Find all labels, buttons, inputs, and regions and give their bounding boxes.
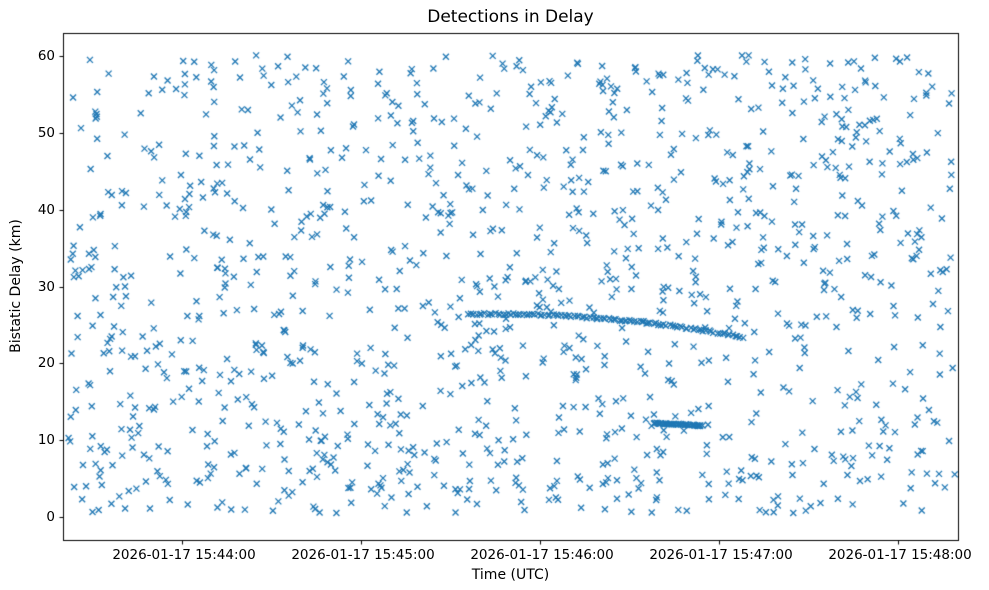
y-tick-label: 60 <box>37 48 55 65</box>
x-tick-label: 2026-01-17 15:44:00 <box>112 547 256 563</box>
x-tick-label: 2026-01-17 15:48:00 <box>828 547 972 563</box>
x-tick-label: 2026-01-17 15:47:00 <box>649 547 793 563</box>
y-tick-label: 0 <box>46 508 55 525</box>
x-axis-label: Time (UTC) <box>471 567 550 583</box>
y-axis-label: Bistatic Delay (km) <box>8 219 24 353</box>
x-tick-label: 2026-01-17 15:45:00 <box>291 547 435 563</box>
y-tick-label: 10 <box>37 432 55 449</box>
y-tick-label: 50 <box>37 124 55 141</box>
y-tick-label: 20 <box>37 355 55 372</box>
x-tick-label: 2026-01-17 15:46:00 <box>470 547 614 563</box>
y-tick-label: 40 <box>37 201 55 218</box>
y-tick-label: 30 <box>37 278 55 295</box>
